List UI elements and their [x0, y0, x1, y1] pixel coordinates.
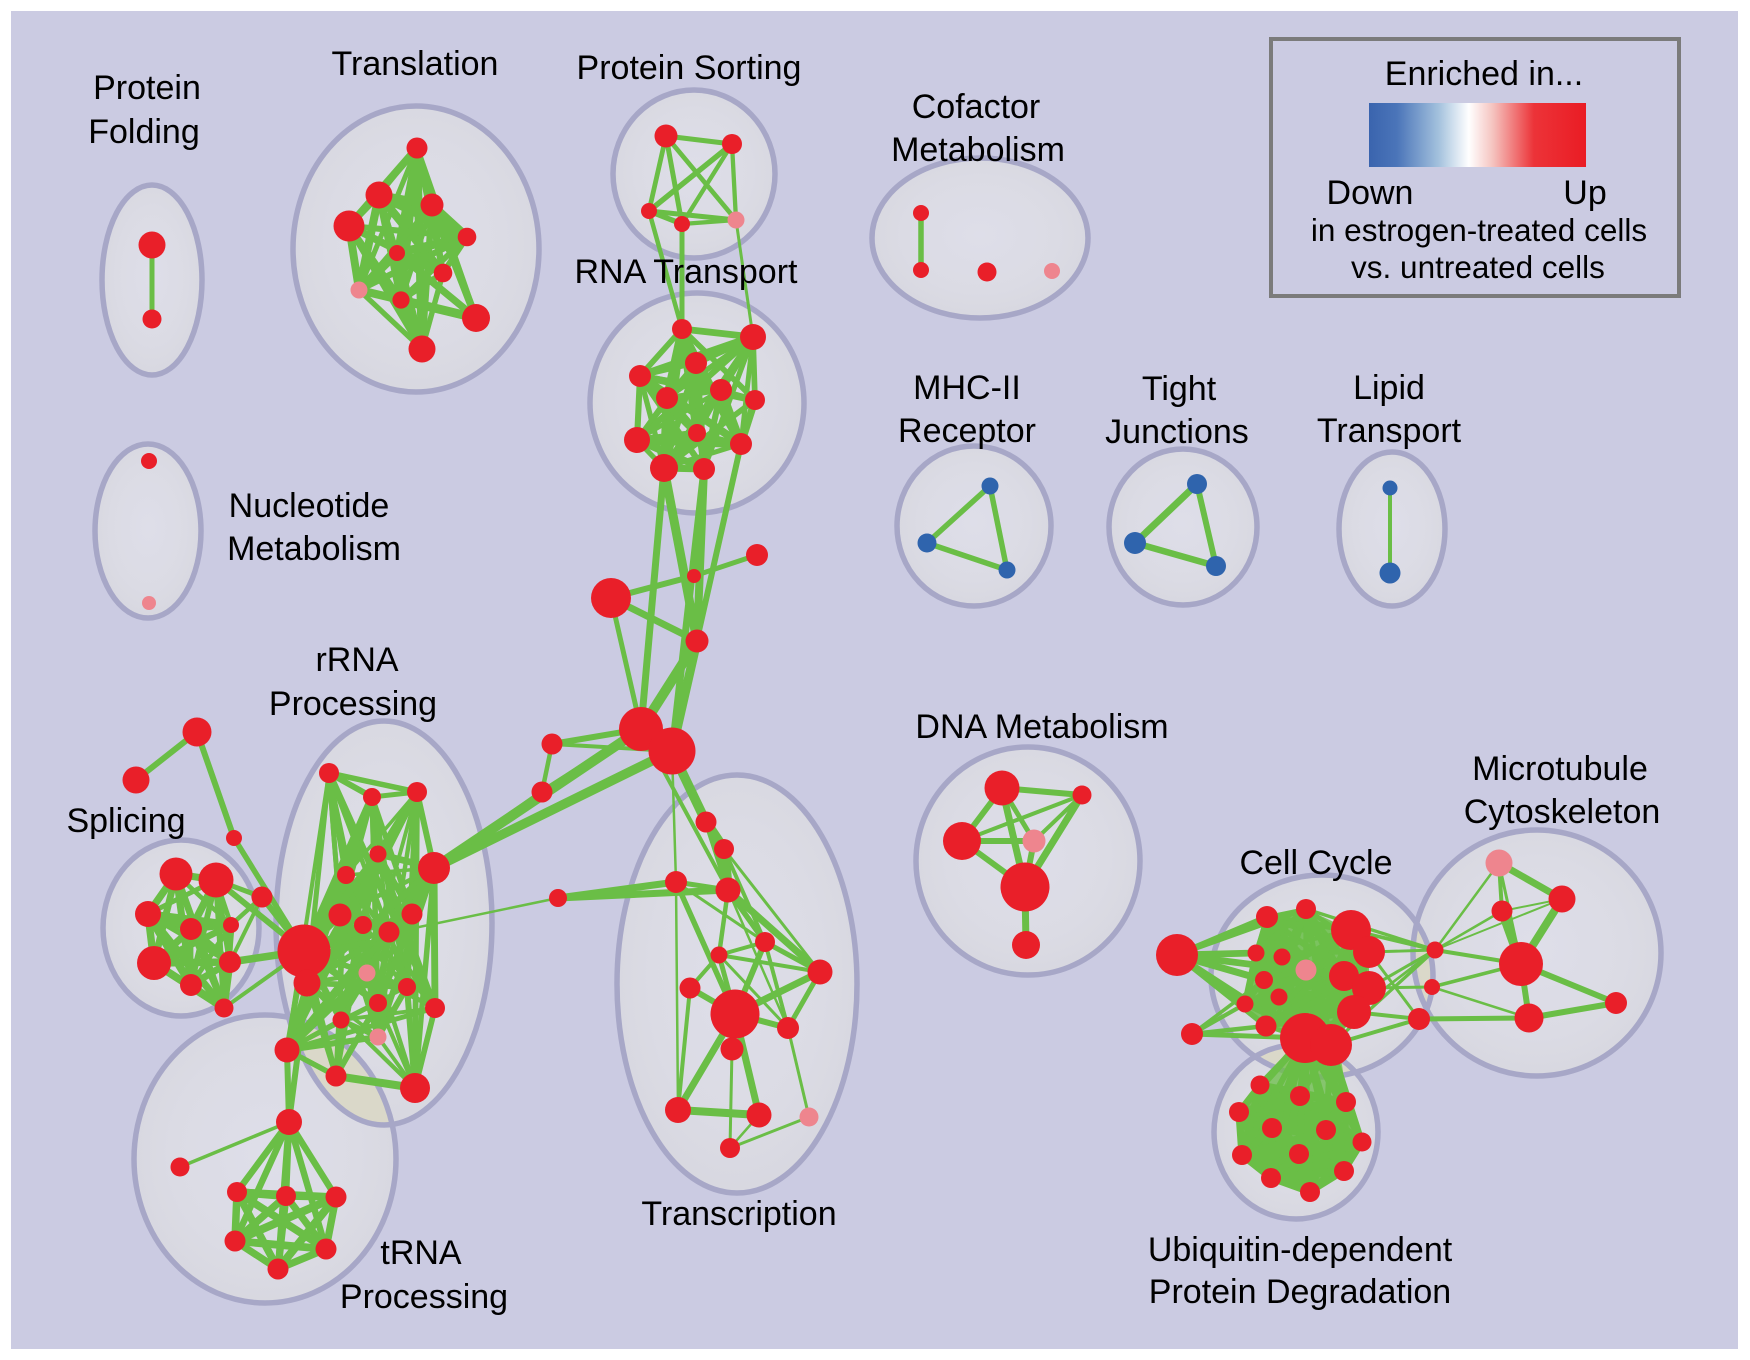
svg-text:DNA Metabolism: DNA Metabolism [915, 708, 1168, 746]
svg-text:Splicing: Splicing [66, 802, 185, 840]
svg-text:Processing: Processing [269, 685, 437, 723]
svg-text:Cytoskeleton: Cytoskeleton [1464, 793, 1661, 831]
svg-text:Folding: Folding [88, 113, 200, 151]
svg-text:Microtubule: Microtubule [1472, 750, 1648, 788]
svg-text:Cofactor: Cofactor [912, 88, 1041, 126]
svg-text:Protein Sorting: Protein Sorting [577, 49, 802, 87]
svg-text:Cell Cycle: Cell Cycle [1239, 844, 1392, 882]
svg-text:in estrogen-treated cells: in estrogen-treated cells [1311, 212, 1647, 248]
svg-text:tRNA: tRNA [380, 1234, 462, 1272]
svg-text:Transcription: Transcription [641, 1195, 836, 1233]
svg-text:Junctions: Junctions [1105, 413, 1249, 451]
svg-text:Translation: Translation [332, 45, 499, 83]
svg-text:vs. untreated cells: vs. untreated cells [1351, 249, 1605, 285]
svg-text:Transport: Transport [1317, 412, 1462, 450]
svg-text:Ubiquitin-dependent: Ubiquitin-dependent [1148, 1231, 1453, 1269]
svg-text:Tight: Tight [1142, 370, 1217, 408]
svg-text:Lipid: Lipid [1353, 369, 1425, 407]
svg-text:Nucleotide: Nucleotide [229, 487, 390, 525]
svg-text:RNA Transport: RNA Transport [575, 253, 799, 291]
svg-text:Metabolism: Metabolism [227, 530, 401, 568]
svg-text:Protein Degradation: Protein Degradation [1149, 1273, 1451, 1311]
svg-text:Down: Down [1327, 174, 1414, 212]
svg-text:MHC-II: MHC-II [913, 369, 1021, 407]
svg-text:rRNA: rRNA [315, 641, 398, 679]
svg-text:Processing: Processing [340, 1278, 508, 1316]
svg-text:Protein: Protein [93, 69, 201, 107]
svg-text:Enriched in...: Enriched in... [1385, 55, 1583, 93]
svg-text:Metabolism: Metabolism [891, 131, 1065, 169]
svg-text:Receptor: Receptor [898, 412, 1036, 450]
svg-text:Up: Up [1563, 174, 1606, 212]
